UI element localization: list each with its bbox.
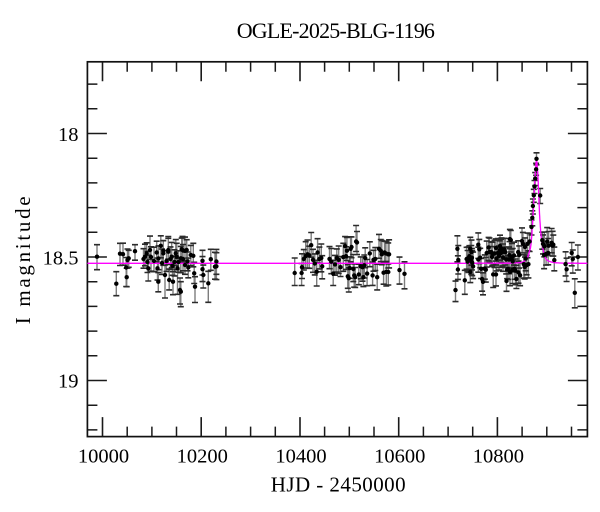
svg-text:10600: 10600	[374, 445, 425, 467]
svg-text:I magnitude: I magnitude	[11, 194, 35, 325]
svg-text:10000: 10000	[78, 445, 129, 467]
svg-text:10200: 10200	[177, 445, 228, 467]
svg-text:HJD - 2450000: HJD - 2450000	[271, 473, 406, 497]
svg-text:18.5: 18.5	[43, 247, 79, 269]
svg-text:10400: 10400	[275, 445, 326, 467]
svg-text:OGLE-2025-BLG-1196: OGLE-2025-BLG-1196	[237, 18, 435, 43]
svg-text:19: 19	[58, 371, 79, 393]
svg-text:18: 18	[58, 124, 79, 146]
svg-text:10800: 10800	[473, 445, 524, 467]
